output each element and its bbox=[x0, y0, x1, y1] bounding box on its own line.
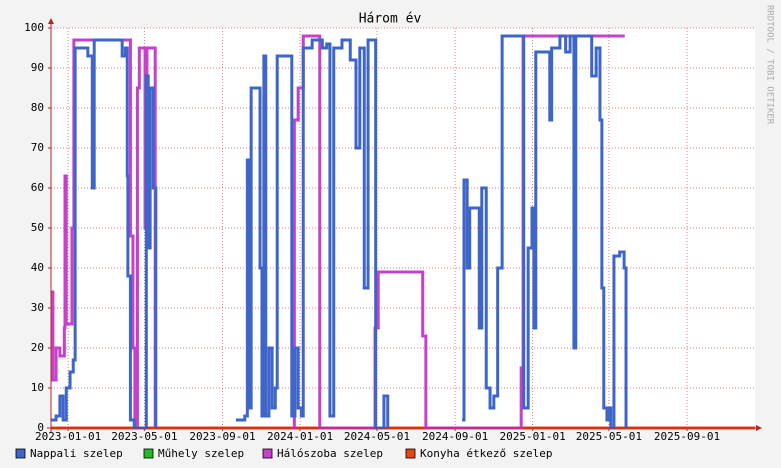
x-tick-label: 2023-05-01 bbox=[111, 430, 177, 443]
chart-title: Három év bbox=[359, 12, 422, 27]
y-tick-label: 60 bbox=[31, 181, 44, 194]
watermark: RRDTOOL / TOBI OETIKER bbox=[765, 5, 775, 125]
y-tick-label: 70 bbox=[31, 141, 44, 154]
series-line bbox=[51, 34, 628, 430]
legend-swatch bbox=[262, 448, 273, 459]
y-tick-label: 10 bbox=[31, 381, 44, 394]
legend-swatch bbox=[15, 448, 26, 459]
y-axis-arrow bbox=[48, 18, 54, 24]
x-tick-label: 2025-01-01 bbox=[500, 430, 566, 443]
x-tick-label: 2023-09-01 bbox=[189, 430, 255, 443]
y-tick-label: 90 bbox=[31, 61, 44, 74]
y-tick-label: 100 bbox=[24, 21, 44, 34]
legend-label: Konyha étkező szelep bbox=[420, 447, 552, 460]
legend-swatch bbox=[405, 448, 416, 459]
legend-label: Nappali szelep bbox=[30, 447, 123, 460]
x-tick-label: 2024-05-01 bbox=[344, 430, 410, 443]
legend-swatch bbox=[143, 448, 154, 459]
x-axis-arrow bbox=[756, 425, 762, 431]
x-tick-label: 2025-09-01 bbox=[654, 430, 720, 443]
y-tick-label: 20 bbox=[31, 341, 44, 354]
y-tick-label: 30 bbox=[31, 301, 44, 314]
y-tick-label: 80 bbox=[31, 101, 44, 114]
y-tick-label: 50 bbox=[31, 221, 44, 234]
x-tick-label: 2024-01-01 bbox=[267, 430, 333, 443]
x-tick-label: 2024-09-01 bbox=[422, 430, 488, 443]
y-tick-label: 0 bbox=[37, 421, 44, 434]
legend-label: Műhely szelep bbox=[158, 447, 244, 460]
legend: Nappali szelep Műhely szelep Hálószoba sze… bbox=[15, 447, 552, 460]
legend-label: Hálószoba szelep bbox=[277, 447, 383, 460]
x-tick-label: 2023-01-01 bbox=[35, 430, 101, 443]
x-tick-label: 2025-05-01 bbox=[576, 430, 642, 443]
y-tick-label: 40 bbox=[31, 261, 44, 274]
